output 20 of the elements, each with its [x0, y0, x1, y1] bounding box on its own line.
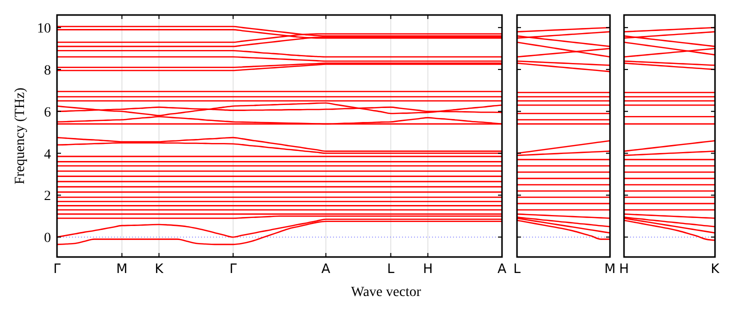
x-tick-label: Γ — [53, 262, 62, 277]
y-tick-label: 2 — [44, 189, 51, 204]
x-tick-label: M — [604, 262, 616, 277]
x-tick-label: L — [513, 262, 522, 277]
x-tick-label: K — [154, 262, 164, 277]
x-tick-label: A — [321, 262, 330, 277]
x-tick-label: M — [116, 262, 128, 277]
y-axis-title: Frequency (THz) — [13, 87, 28, 184]
y-tick-label: 8 — [44, 63, 51, 78]
y-tick-label: 0 — [44, 231, 51, 246]
x-tick-label: Γ — [230, 262, 238, 277]
x-axis-title: Wave vector — [351, 285, 422, 300]
y-tick-label: 4 — [44, 147, 51, 162]
x-tick-label: K — [710, 262, 720, 277]
y-tick-label: 10 — [37, 22, 51, 37]
y-tick-label: 6 — [44, 105, 51, 120]
x-tick-label: L — [387, 262, 396, 277]
x-tick-label: H — [422, 262, 433, 277]
x-tick-label: H — [619, 262, 629, 277]
x-tick-label: A — [498, 262, 507, 277]
